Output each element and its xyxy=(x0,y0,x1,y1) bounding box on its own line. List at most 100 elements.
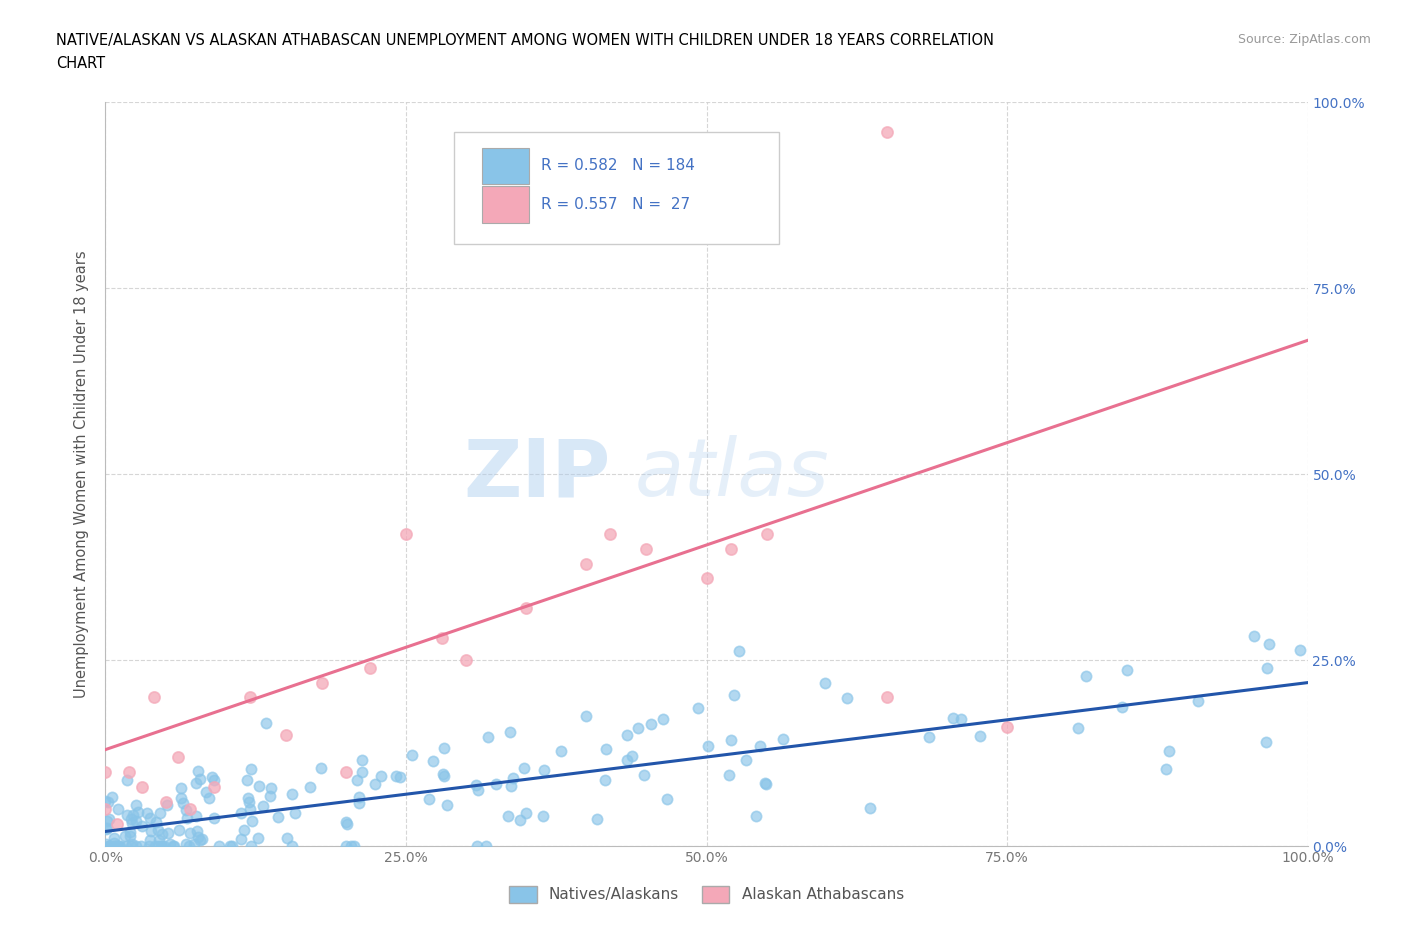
Point xyxy=(218,839,240,854)
Text: Source: ZipAtlas.com: Source: ZipAtlas.com xyxy=(1237,33,1371,46)
Point xyxy=(395,526,418,541)
Point xyxy=(187,764,209,779)
Point xyxy=(98,811,121,826)
Point xyxy=(465,839,488,854)
Point xyxy=(626,721,648,736)
Point xyxy=(430,631,453,645)
Point xyxy=(515,601,537,616)
Point xyxy=(1111,700,1133,715)
Point xyxy=(138,839,160,854)
Point xyxy=(388,770,411,785)
Point xyxy=(120,825,142,840)
Point xyxy=(115,807,138,822)
Point xyxy=(139,811,162,826)
Point xyxy=(240,813,263,828)
Point xyxy=(127,804,149,819)
Text: R = 0.582   N = 184: R = 0.582 N = 184 xyxy=(541,158,695,173)
Point xyxy=(550,743,572,758)
Point xyxy=(135,805,157,820)
Point xyxy=(343,839,366,854)
Point xyxy=(139,832,162,847)
Point xyxy=(94,837,117,852)
Point xyxy=(247,830,270,845)
FancyBboxPatch shape xyxy=(482,186,529,223)
Text: ZIP: ZIP xyxy=(463,435,610,513)
Point xyxy=(188,832,211,847)
Point xyxy=(995,720,1018,735)
Point xyxy=(422,753,444,768)
Point xyxy=(208,839,231,854)
Point xyxy=(122,807,145,822)
Point xyxy=(1187,694,1209,709)
Point xyxy=(103,836,125,851)
Point xyxy=(340,839,363,854)
Point xyxy=(749,739,772,754)
Point xyxy=(260,780,283,795)
Point xyxy=(166,750,188,764)
Point xyxy=(734,752,756,767)
Point xyxy=(1116,662,1139,677)
FancyBboxPatch shape xyxy=(482,148,529,184)
Point xyxy=(595,742,617,757)
Point xyxy=(364,777,387,791)
Point xyxy=(1256,660,1278,675)
Point xyxy=(432,766,454,781)
Point xyxy=(159,836,181,851)
Point xyxy=(835,691,858,706)
Point xyxy=(533,763,555,777)
Point xyxy=(433,768,456,783)
Text: atlas: atlas xyxy=(634,435,830,513)
Point xyxy=(187,830,209,844)
Point xyxy=(94,793,117,808)
Point xyxy=(575,556,598,571)
Point xyxy=(229,805,252,820)
Point xyxy=(1154,762,1177,777)
Point xyxy=(114,829,136,844)
Point xyxy=(772,732,794,747)
Point xyxy=(146,839,169,854)
Point xyxy=(509,812,531,827)
Point xyxy=(172,795,194,810)
Point xyxy=(197,790,219,805)
Point xyxy=(120,812,142,827)
Point xyxy=(239,802,262,817)
Point xyxy=(131,779,153,794)
Point xyxy=(96,821,118,836)
Point xyxy=(94,821,117,836)
Point xyxy=(599,526,621,541)
Point xyxy=(201,769,224,784)
Point xyxy=(1257,636,1279,651)
Point xyxy=(499,778,522,793)
Point xyxy=(727,644,749,658)
Point xyxy=(153,839,176,854)
Point xyxy=(401,748,423,763)
Point xyxy=(179,826,201,841)
Point xyxy=(280,787,302,802)
Point xyxy=(969,728,991,743)
Point xyxy=(336,817,359,831)
Point xyxy=(252,799,274,814)
Point xyxy=(755,526,778,541)
Point xyxy=(575,709,598,724)
Point xyxy=(162,839,184,854)
Point xyxy=(370,768,392,783)
Point xyxy=(696,571,718,586)
Point xyxy=(221,839,243,854)
Point xyxy=(754,776,776,790)
Point xyxy=(125,797,148,812)
Point xyxy=(177,839,200,854)
Point xyxy=(1157,743,1180,758)
Point xyxy=(202,779,225,794)
Point xyxy=(94,764,117,779)
Point xyxy=(163,839,186,854)
Point xyxy=(876,125,898,140)
Point xyxy=(115,773,138,788)
Point xyxy=(238,794,260,809)
Point xyxy=(254,716,277,731)
Point xyxy=(179,802,201,817)
Point xyxy=(229,832,252,847)
Point xyxy=(499,724,522,739)
Point xyxy=(145,814,167,829)
Point xyxy=(284,805,307,820)
Point xyxy=(148,832,170,847)
